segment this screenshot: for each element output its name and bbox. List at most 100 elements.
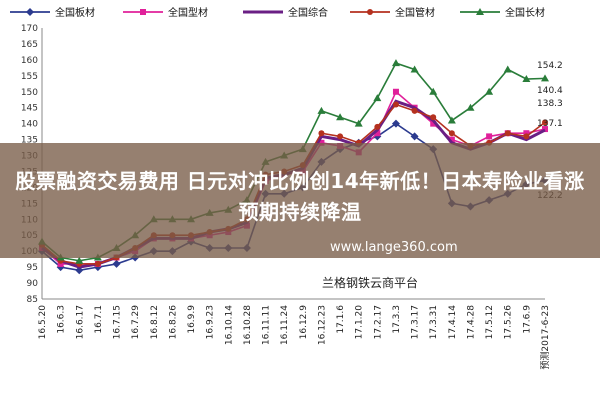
data-point: [410, 65, 419, 73]
watermark-brand: 兰格钢铁云商平台: [322, 276, 419, 290]
data-point: [374, 130, 381, 137]
data-point: [373, 94, 382, 102]
data-point: [391, 59, 400, 67]
data-point: [26, 8, 34, 16]
data-point: [337, 133, 344, 140]
x-tick-label: 17.3.31: [429, 305, 439, 339]
x-tick-label: 16.10.28: [243, 305, 253, 345]
y-tick-label: 145: [21, 104, 38, 114]
legend-item: 全国管材: [350, 6, 435, 19]
data-point: [542, 126, 548, 133]
legend-label: 全国板材: [55, 6, 95, 19]
x-tick-label: 16.6.17: [75, 305, 85, 339]
x-tick-label: 17.1.6: [336, 305, 346, 334]
data-point: [503, 65, 512, 73]
data-point: [336, 113, 345, 121]
data-point: [392, 88, 399, 95]
data-point: [392, 101, 399, 108]
data-point: [541, 74, 549, 82]
data-point: [391, 119, 400, 128]
chart-legend: 全国板材 全国型材 全国综合 全国管材 全国长材: [10, 6, 545, 19]
legend-label: 全国型材: [168, 6, 208, 19]
data-point: [318, 130, 325, 137]
data-point: [476, 8, 484, 15]
data-point: [410, 132, 419, 141]
data-point: [486, 133, 493, 140]
x-tick-label: 16.11.11: [262, 305, 272, 345]
data-point: [523, 130, 530, 137]
x-tick-label: 16.8.26: [168, 305, 178, 340]
x-axis: 16.5.20 16.6.3 16.6.17 16.7.1 16.7.15 16.7.29…: [38, 298, 551, 370]
y-tick-label: 140: [21, 120, 38, 130]
x-tick-label: 17.5.12: [485, 305, 495, 339]
x-tick-label: 17.4.14: [448, 305, 458, 340]
y-tick-label: 165: [21, 40, 38, 50]
x-tick-label: 16.11.24: [280, 305, 290, 345]
x-tick-label: 16.10.14: [224, 305, 234, 345]
data-point: [411, 107, 418, 114]
data-point: [75, 266, 84, 275]
data-point: [504, 130, 511, 137]
x-tick-label: 预测2017-6-23: [540, 305, 551, 370]
x-tick-label: 16.7.15: [113, 305, 123, 339]
x-tick-label: 16.9.9: [187, 305, 197, 334]
data-point: [523, 133, 530, 140]
end-value-label: 137.1: [537, 119, 563, 129]
data-point: [140, 9, 146, 15]
data-point: [318, 139, 325, 146]
y-tick-label: 135: [21, 136, 38, 146]
data-point: [522, 75, 531, 83]
x-tick-label: 16.5.20: [38, 305, 48, 340]
data-point: [75, 256, 84, 264]
y-tick-label: 160: [21, 56, 38, 66]
data-point: [485, 87, 494, 95]
y-tick-label: 170: [21, 24, 38, 34]
y-tick-label: 155: [21, 72, 38, 82]
end-value-label: 138.3: [537, 99, 563, 109]
x-tick-label: 17.3.17: [411, 305, 421, 339]
legend-label: 全国综合: [288, 6, 328, 19]
x-tick-label: 16.8.12: [150, 305, 160, 339]
data-point: [367, 9, 373, 15]
data-point: [448, 136, 455, 143]
legend-item: 全国板材: [10, 6, 95, 19]
data-point: [466, 103, 475, 111]
x-tick-label: 17.5.26: [504, 305, 514, 340]
data-point: [448, 130, 455, 137]
data-point: [430, 120, 437, 127]
legend-item: 全国综合: [243, 6, 328, 19]
data-point: [57, 260, 64, 267]
x-tick-label: 16.6.3: [57, 305, 67, 334]
x-tick-label: 17.4.28: [466, 305, 476, 340]
y-tick-label: 95: [27, 263, 38, 273]
x-tick-label: 17.2.17: [373, 305, 383, 339]
y-tick-label: 90: [27, 279, 39, 289]
x-tick-label: 16.7.29: [131, 305, 141, 340]
data-point: [94, 260, 101, 267]
end-value-label: 154.2: [537, 61, 563, 71]
x-tick-label: 17.6.9: [522, 305, 532, 334]
legend-item: 全国型材: [123, 6, 208, 19]
data-point: [354, 119, 363, 127]
y-tick-label: 150: [21, 88, 38, 98]
legend-label: 全国管材: [395, 6, 435, 19]
data-point: [429, 87, 438, 95]
end-value-label: 140.4: [537, 86, 563, 96]
x-tick-label: 17.1.20: [355, 305, 365, 340]
watermark-site: www.lange360.com: [330, 240, 458, 255]
x-tick-label: 17.3.3: [392, 305, 402, 334]
data-point: [317, 106, 326, 114]
data-point: [542, 119, 548, 126]
legend-item: 全国长材: [460, 6, 545, 19]
data-point: [430, 114, 437, 121]
x-tick-label: 16.7.1: [94, 305, 104, 334]
headline-title[interactable]: 股票融资交易费用 日元对冲比例创14年新低！日本寿险业看涨预期持续降温: [15, 169, 585, 224]
x-tick-label: 16.9.23: [206, 305, 216, 339]
data-point: [447, 116, 456, 124]
legend-label: 全国长材: [505, 6, 545, 19]
headline-banner: [0, 143, 600, 258]
x-tick-label: 16.12.23: [317, 305, 327, 345]
data-point: [374, 123, 381, 130]
y-tick-label: 85: [27, 295, 38, 305]
data-point: [112, 259, 121, 268]
